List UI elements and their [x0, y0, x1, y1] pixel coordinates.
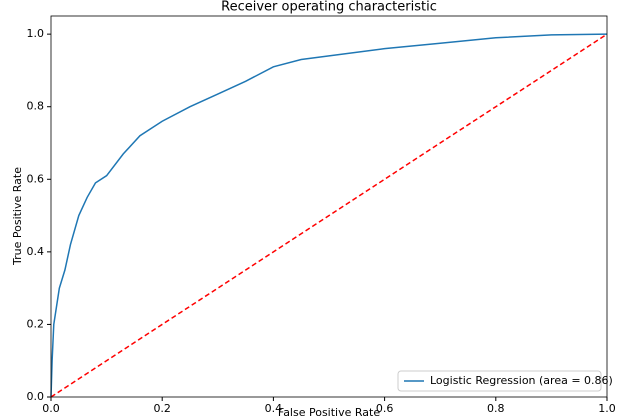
- y-axis-label: True Positive Rate: [11, 167, 24, 266]
- legend-box: [397, 370, 602, 392]
- y-tick-label: 0.2: [27, 317, 45, 330]
- y-tick-label: 0.6: [27, 172, 45, 185]
- chart-title: Receiver operating characteristic: [221, 0, 437, 15]
- plot-frame: [50, 15, 608, 398]
- x-tick-label: 1.0: [598, 402, 616, 415]
- x-tick-label: 0.2: [153, 402, 171, 415]
- reference-line: [50, 33, 608, 398]
- x-tick-label: 0.6: [376, 402, 394, 415]
- y-tick-label: 0.8: [27, 100, 45, 113]
- y-tick-label: 0.4: [27, 245, 45, 258]
- x-tick-label: 0.8: [487, 402, 505, 415]
- y-tick-label: 1.0: [27, 27, 45, 40]
- y-tick-label: 0.0: [27, 390, 45, 403]
- x-axis-label: False Positive Rate: [278, 406, 380, 419]
- roc-curve: [50, 33, 608, 398]
- x-tick-label: 0.4: [265, 402, 283, 415]
- x-tick-label: 0.0: [42, 402, 60, 415]
- legend-label: Logistic Regression (area = 0.86): [430, 374, 613, 387]
